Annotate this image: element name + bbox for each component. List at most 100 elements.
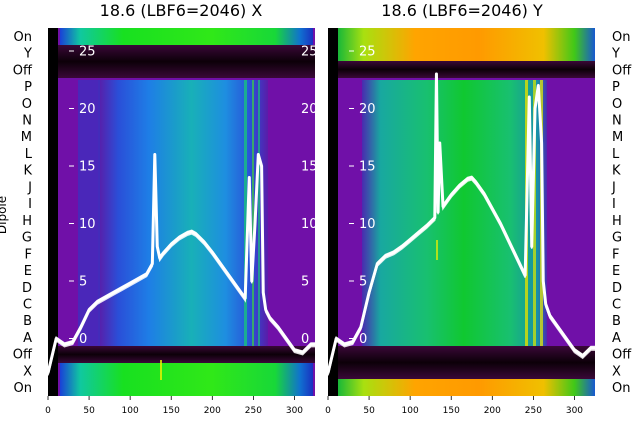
row-label: Off [13, 63, 33, 78]
overlay-tick-label: 5 [79, 275, 87, 290]
row-label: D [612, 281, 622, 296]
x-tick-label: 150 [163, 406, 180, 416]
overlay-ticks-y: 25 20 15 10 5 0 [349, 45, 376, 347]
overlay-tick-label: 10 [359, 217, 376, 232]
overlay-tick-label-edge: 20 [301, 102, 318, 117]
row-label: A [23, 331, 32, 346]
row-label: O [22, 97, 32, 112]
x-tick-label: 250 [245, 406, 262, 416]
overlay-tick-label: 10 [79, 217, 96, 232]
x-ticks-y: 0 50 100 150 200 250 300 [325, 396, 583, 416]
y-axis-label: Dipole [0, 196, 9, 234]
row-label: G [22, 231, 32, 246]
heatmap-left-col-y [328, 28, 338, 396]
x-ticks-x: 0 50 100 150 200 250 300 [45, 396, 303, 416]
overlay-tick-label-edge: 10 [301, 217, 318, 232]
row-label: D [22, 281, 32, 296]
overlay-tick-label-edge: 15 [301, 160, 318, 175]
row-label: Off [612, 348, 632, 363]
x-tick-label: 150 [443, 406, 460, 416]
x-tick-label: 200 [484, 406, 501, 416]
row-label: N [22, 114, 32, 129]
row-label: C [612, 298, 621, 313]
row-label: L [25, 147, 33, 162]
row-label: Y [611, 47, 620, 62]
overlay-tick-label: 5 [359, 275, 367, 290]
row-label: B [612, 314, 621, 329]
row-label: B [23, 314, 32, 329]
overlay-ticks-x: 25 20 15 10 5 0 25 20 15 10 5 0 [69, 45, 318, 347]
row-label: On [14, 381, 32, 396]
overlay-tick-label-edge: 5 [301, 275, 309, 290]
heatmap-strip-bottom-y [338, 379, 595, 396]
x-tick-label: 50 [363, 406, 375, 416]
row-label: Off [13, 348, 33, 363]
row-label: H [22, 214, 32, 229]
x-tick-label: 100 [402, 406, 419, 416]
row-label: F [612, 247, 619, 262]
overlay-tick-label: 15 [359, 160, 376, 175]
row-label: K [23, 164, 32, 179]
heatmap-body-x [98, 80, 268, 346]
x-tick-label: 0 [325, 406, 331, 416]
overlay-tick-label: 20 [79, 102, 96, 117]
row-label: L [612, 147, 620, 162]
x-tick-label: 300 [286, 406, 303, 416]
overlay-tick-label: 25 [79, 45, 96, 60]
overlay-tick-label: 0 [359, 332, 367, 347]
overlay-tick-label: 0 [79, 332, 87, 347]
x-tick-label: 50 [83, 406, 95, 416]
row-label: Off [612, 63, 632, 78]
row-label: I [28, 197, 32, 212]
overlay-line-trace [328, 76, 595, 376]
heatmap-body-y [362, 80, 547, 346]
row-label: F [25, 247, 32, 262]
x-tick-label: 200 [204, 406, 221, 416]
row-label: Y [23, 47, 32, 62]
row-label: C [23, 298, 32, 313]
row-label: K [612, 164, 621, 179]
heatmap-body-edge-x [78, 80, 100, 346]
overlay-tick-label: 25 [359, 45, 376, 60]
x-tick-label: 300 [566, 406, 583, 416]
row-label: M [21, 130, 32, 145]
row-label: G [612, 231, 622, 246]
row-label: X [612, 364, 621, 379]
row-label: A [612, 331, 621, 346]
row-label: E [612, 264, 620, 279]
row-label: X [23, 364, 32, 379]
overlay-tick-label: 15 [79, 160, 96, 175]
overlay-tick-label-edge: 0 [301, 332, 309, 347]
heatmap-strip-bottom-x [60, 363, 313, 396]
heatmap-left-col-x [48, 28, 58, 396]
row-label: M [612, 130, 623, 145]
panel-title-x: 18.6 (LBF6=2046) X [100, 1, 263, 20]
panel-title-y: 18.6 (LBF6=2046) Y [381, 1, 543, 20]
row-label: On [612, 30, 630, 45]
overlay-tick-label: 20 [359, 102, 376, 117]
row-label: J [27, 180, 32, 195]
heatmap-strip-top-x [60, 28, 313, 45]
row-label: O [612, 97, 622, 112]
heatmap-strip-top-y [338, 28, 595, 61]
row-label: N [612, 114, 622, 129]
x-tick-label: 0 [45, 406, 51, 416]
row-label: On [14, 30, 32, 45]
overlay-tick-label-edge: 25 [301, 45, 318, 60]
row-label: P [612, 80, 620, 95]
row-label: I [612, 197, 616, 212]
heatmap-panel-x [48, 28, 315, 396]
heatmap-dark-band-top-x [48, 45, 315, 78]
heatmap-dark-band-bottom-x [48, 346, 315, 363]
row-label: J [611, 180, 616, 195]
heatmap-panel-y [328, 28, 595, 396]
row-label: P [24, 80, 32, 95]
x-tick-label: 250 [525, 406, 542, 416]
overlay-line-trace [48, 156, 315, 376]
x-tick-label: 100 [122, 406, 139, 416]
heatmap-dark-band-top-y [328, 61, 595, 78]
heatmap-dark-band-bottom-y [328, 346, 595, 379]
